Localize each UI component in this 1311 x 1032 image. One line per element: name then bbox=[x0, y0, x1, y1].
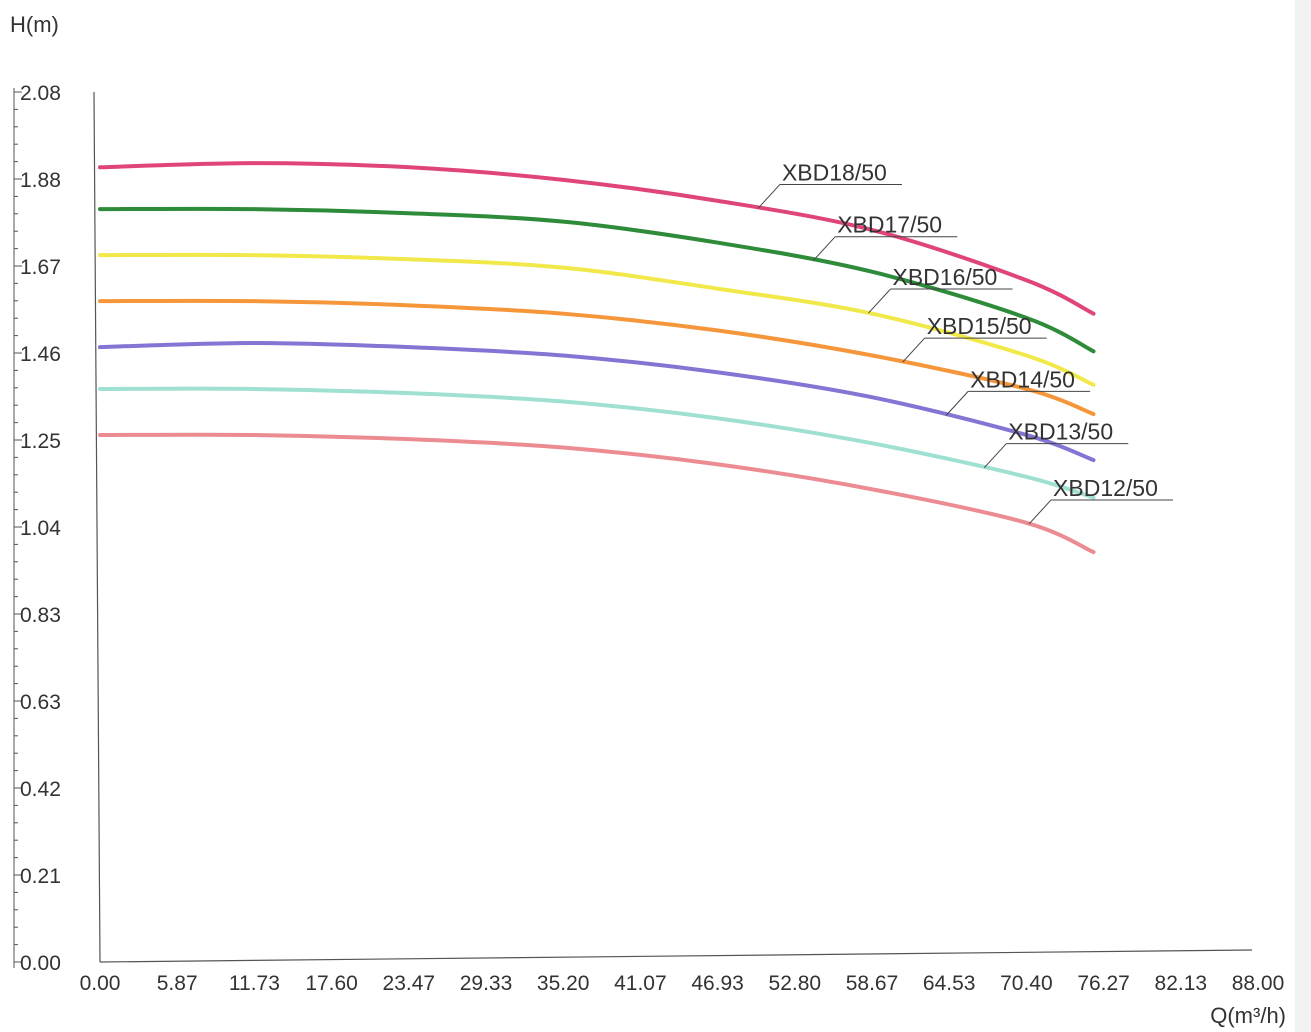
x-tick-label: 23.47 bbox=[383, 972, 436, 995]
series-label: XBD16/50 bbox=[892, 264, 997, 290]
series-line bbox=[98, 252, 1096, 387]
x-tick-label: 17.60 bbox=[305, 972, 358, 995]
axes bbox=[13, 88, 1253, 968]
y-tick-label: 2.08 bbox=[20, 82, 61, 105]
series-label: XBD18/50 bbox=[782, 159, 887, 185]
x-tick-label: 29.33 bbox=[460, 972, 513, 995]
label-leader-line bbox=[902, 337, 926, 363]
x-tick-label: 52.80 bbox=[769, 972, 822, 995]
y-tick-label: 0.42 bbox=[20, 778, 61, 801]
series-label: XBD13/50 bbox=[1008, 419, 1113, 445]
x-tick-label: 11.73 bbox=[229, 972, 280, 995]
label-leader-line bbox=[1028, 499, 1052, 525]
y-tick-label: 0.21 bbox=[20, 865, 61, 888]
x-tick-label: 58.67 bbox=[846, 972, 899, 995]
series-label: XBD12/50 bbox=[1053, 475, 1158, 501]
y-tick-label: 1.46 bbox=[20, 343, 61, 366]
x-tick-label: 76.27 bbox=[1077, 972, 1130, 995]
x-tick-label: 64.53 bbox=[923, 972, 976, 995]
y-tick-label: 1.25 bbox=[20, 430, 61, 453]
x-tick-label: 88.00 bbox=[1232, 972, 1285, 995]
y-axis-line bbox=[93, 91, 101, 963]
series-lines bbox=[98, 161, 1096, 555]
x-tick-label: 5.87 bbox=[157, 972, 198, 995]
series-label: XBD17/50 bbox=[837, 212, 942, 238]
series-line bbox=[98, 386, 1096, 500]
series-label: XBD14/50 bbox=[970, 366, 1075, 392]
page-edge-shadow bbox=[1295, 0, 1311, 1032]
x-tick-label: 82.13 bbox=[1155, 972, 1208, 995]
series-line bbox=[98, 298, 1096, 417]
y-tick-label: 1.04 bbox=[20, 517, 61, 540]
y-axis-ticks: 0.00 0.21 0.42 0.63 0.83 1.04 1.25 1.46 1.67 1.88… bbox=[14, 82, 61, 975]
label-leader-line bbox=[945, 391, 969, 416]
x-axis-ticks: 0.00 5.87 11.73 17.60 23.47 29.33 35.20 41.07 46… bbox=[80, 972, 1285, 995]
x-tick-label: 0.00 bbox=[80, 972, 121, 995]
label-leader-line bbox=[868, 288, 891, 314]
series-label: XBD15/50 bbox=[927, 313, 1032, 339]
x-tick-label: 35.20 bbox=[537, 972, 590, 995]
y-axis-title: H(m) bbox=[10, 12, 59, 37]
series-line bbox=[98, 206, 1096, 354]
series-line bbox=[98, 161, 1096, 316]
label-leader-line bbox=[983, 443, 1007, 468]
label-leader-line bbox=[757, 184, 781, 209]
series-line bbox=[98, 432, 1096, 555]
x-axis-line bbox=[99, 949, 1253, 963]
series-line bbox=[98, 340, 1096, 463]
y-tick-label: 1.67 bbox=[20, 256, 61, 279]
x-tick-label: 70.40 bbox=[1000, 972, 1053, 995]
y-tick-label: 0.63 bbox=[20, 691, 61, 714]
series-labels: XBD18/50 XBD17/50 XBD16/50 XBD15/50 XBD14/50… bbox=[757, 159, 1174, 525]
y-tick-label: 1.88 bbox=[20, 169, 61, 192]
y-tick-label: 0.83 bbox=[20, 604, 61, 627]
x-tick-label: 46.93 bbox=[691, 972, 744, 995]
x-tick-label: 41.07 bbox=[614, 972, 667, 995]
x-axis-title: Q(m³/h) bbox=[1210, 1003, 1286, 1028]
label-leader-line bbox=[812, 236, 836, 262]
y-tick-label: 0.00 bbox=[20, 952, 61, 975]
